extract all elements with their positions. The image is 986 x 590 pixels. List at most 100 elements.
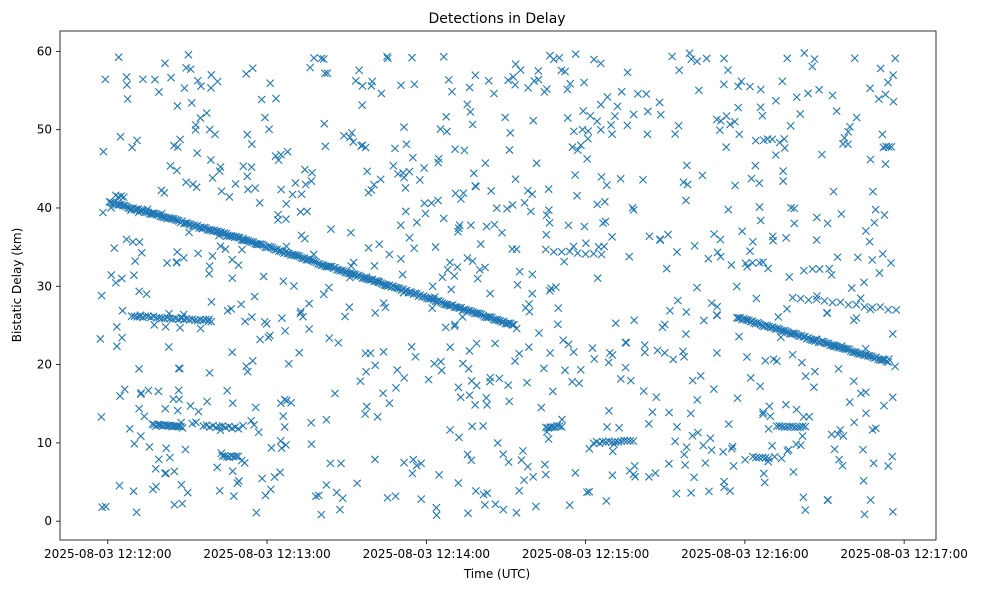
data-point (892, 305, 901, 314)
data-point (110, 244, 119, 253)
data-point (836, 298, 845, 307)
data-point (261, 491, 270, 500)
data-point (522, 378, 531, 387)
data-point (843, 140, 852, 149)
data-point (812, 236, 821, 244)
data-point (719, 80, 728, 89)
data-point (218, 229, 227, 238)
data-point (373, 412, 382, 421)
data-point (319, 55, 328, 64)
data-point (379, 389, 388, 398)
data-point (664, 459, 673, 468)
data-point (759, 408, 768, 417)
data-point (817, 150, 826, 159)
data-point (361, 410, 370, 418)
data-point (173, 247, 182, 256)
data-point (305, 299, 314, 308)
data-point (396, 81, 405, 90)
data-point (407, 342, 416, 351)
data-point (511, 80, 520, 89)
data-point (707, 446, 716, 455)
data-point (683, 180, 692, 189)
data-point (229, 232, 237, 241)
data-point (459, 189, 468, 198)
data-point (326, 225, 335, 234)
data-point (178, 423, 187, 432)
data-point (528, 190, 537, 199)
data-point (420, 199, 429, 208)
data-point (188, 180, 197, 189)
data-point (420, 164, 429, 173)
data-point (829, 187, 838, 196)
data-point (483, 400, 492, 409)
data-point (247, 313, 256, 322)
data-point (176, 323, 185, 332)
data-point (271, 152, 280, 161)
data-point (548, 423, 557, 432)
data-point (837, 209, 846, 218)
data-point (317, 54, 326, 63)
data-point (534, 75, 543, 84)
data-point (734, 103, 743, 112)
data-point (207, 297, 216, 306)
data-point (571, 171, 580, 179)
data-point (450, 322, 459, 331)
x-tick-label: 2025-08-03 12:12:00 (44, 547, 171, 561)
data-point (371, 455, 380, 464)
data-point (799, 493, 808, 502)
data-point (692, 283, 701, 292)
data-point (151, 464, 160, 473)
data-point (161, 322, 170, 331)
data-point (544, 435, 553, 444)
data-point (256, 335, 265, 344)
data-point (820, 296, 829, 305)
data-point (512, 324, 521, 333)
data-point (764, 264, 773, 273)
data-point (769, 236, 778, 245)
data-point (225, 231, 234, 240)
data-point (790, 219, 799, 228)
data-point (702, 54, 711, 63)
data-point (524, 343, 533, 352)
data-point (778, 77, 787, 86)
data-point (531, 502, 540, 511)
data-point (252, 508, 261, 517)
data-point (764, 457, 773, 466)
data-point (157, 186, 166, 195)
data-point (376, 175, 385, 184)
data-point (385, 250, 394, 259)
data-point (800, 49, 809, 58)
data-point (205, 125, 214, 134)
data-point (716, 235, 725, 244)
data-point (97, 412, 106, 421)
data-point (179, 253, 188, 262)
data-point (810, 367, 819, 376)
data-point (499, 505, 508, 514)
data-point (688, 431, 697, 440)
data-point (875, 269, 884, 278)
data-point (569, 242, 578, 251)
data-point (383, 54, 392, 63)
data-point (123, 95, 132, 104)
data-point (213, 77, 222, 86)
data-point (399, 288, 408, 297)
data-point (874, 95, 883, 104)
data-point (393, 366, 402, 375)
data-point (608, 471, 617, 480)
data-point (464, 509, 473, 518)
data-point (287, 398, 296, 407)
data-point (182, 178, 191, 187)
data-point (593, 200, 602, 209)
data-point (280, 422, 289, 431)
data-point (471, 400, 480, 409)
data-point (482, 393, 491, 402)
data-point (303, 207, 312, 216)
data-point (866, 496, 875, 505)
data-point (186, 401, 195, 410)
data-point (884, 142, 893, 151)
data-point (177, 418, 186, 427)
data-point (593, 117, 602, 126)
data-point (551, 283, 560, 292)
data-point (222, 232, 231, 241)
data-point (853, 253, 862, 262)
